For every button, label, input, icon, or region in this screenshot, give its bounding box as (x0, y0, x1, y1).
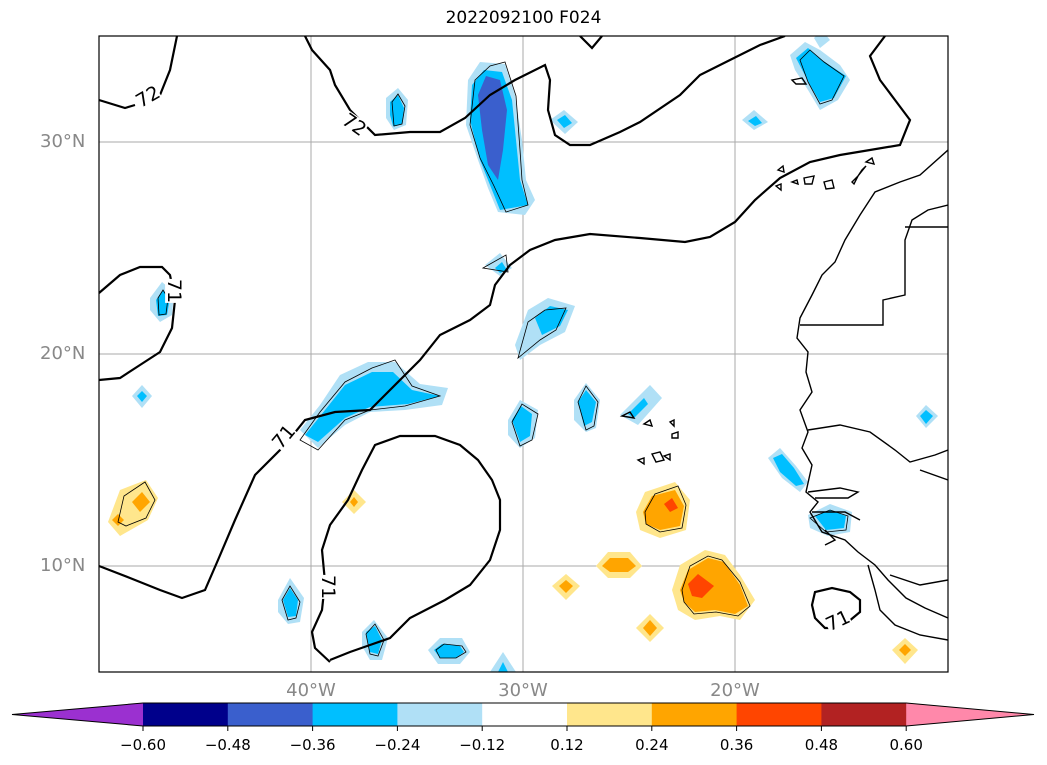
colorbar-extend-min (12, 703, 143, 726)
colorbar-tick-label: 0.12 (550, 736, 584, 754)
lat-label-30n: 30°N (40, 131, 86, 152)
lon-label-20w: 20°W (710, 680, 760, 701)
colorbar-segment (227, 703, 314, 726)
colorbar-tick-label: 0.24 (635, 736, 669, 754)
colorbar-tick-label: −0.12 (459, 736, 506, 754)
colorbar-segment (482, 703, 568, 726)
positive-anomaly-fills (108, 480, 918, 664)
colorbar-tick-label: −0.60 (120, 736, 166, 754)
map-border (98, 35, 949, 673)
chart-title: 2022092100 F024 (445, 8, 602, 28)
negative-anomaly-fills (132, 36, 938, 672)
coastlines (619, 77, 948, 641)
lon-label-40w: 40°W (286, 680, 336, 701)
lat-label-10n: 10°N (40, 555, 86, 576)
colorbar-segment (312, 703, 398, 726)
colorbar-tick-label: 0.48 (804, 736, 839, 754)
colorbar-segment (736, 703, 822, 726)
map-area (99, 36, 948, 672)
contour-label: 71 (163, 278, 186, 304)
colorbar-segment (821, 703, 907, 726)
contour-label: 71 (317, 574, 340, 600)
lat-label-20n: 20°N (40, 343, 86, 364)
colorbar-segment (651, 703, 738, 726)
colorbar-extend-max (906, 703, 1034, 726)
colorbar-segment (397, 703, 483, 726)
colorbar-segment (567, 703, 653, 726)
colorbar (11, 702, 1035, 731)
colorbar-tick-label: −0.24 (374, 736, 421, 754)
colorbar-tick-label: −0.36 (289, 736, 336, 754)
colorbar-tick-label: −0.48 (204, 736, 251, 754)
lon-label-30w: 30°W (498, 680, 548, 701)
colorbar-segment (143, 703, 229, 726)
colorbar-tick-label: 0.60 (889, 736, 923, 754)
colorbar-tick-label: 0.36 (719, 736, 754, 754)
